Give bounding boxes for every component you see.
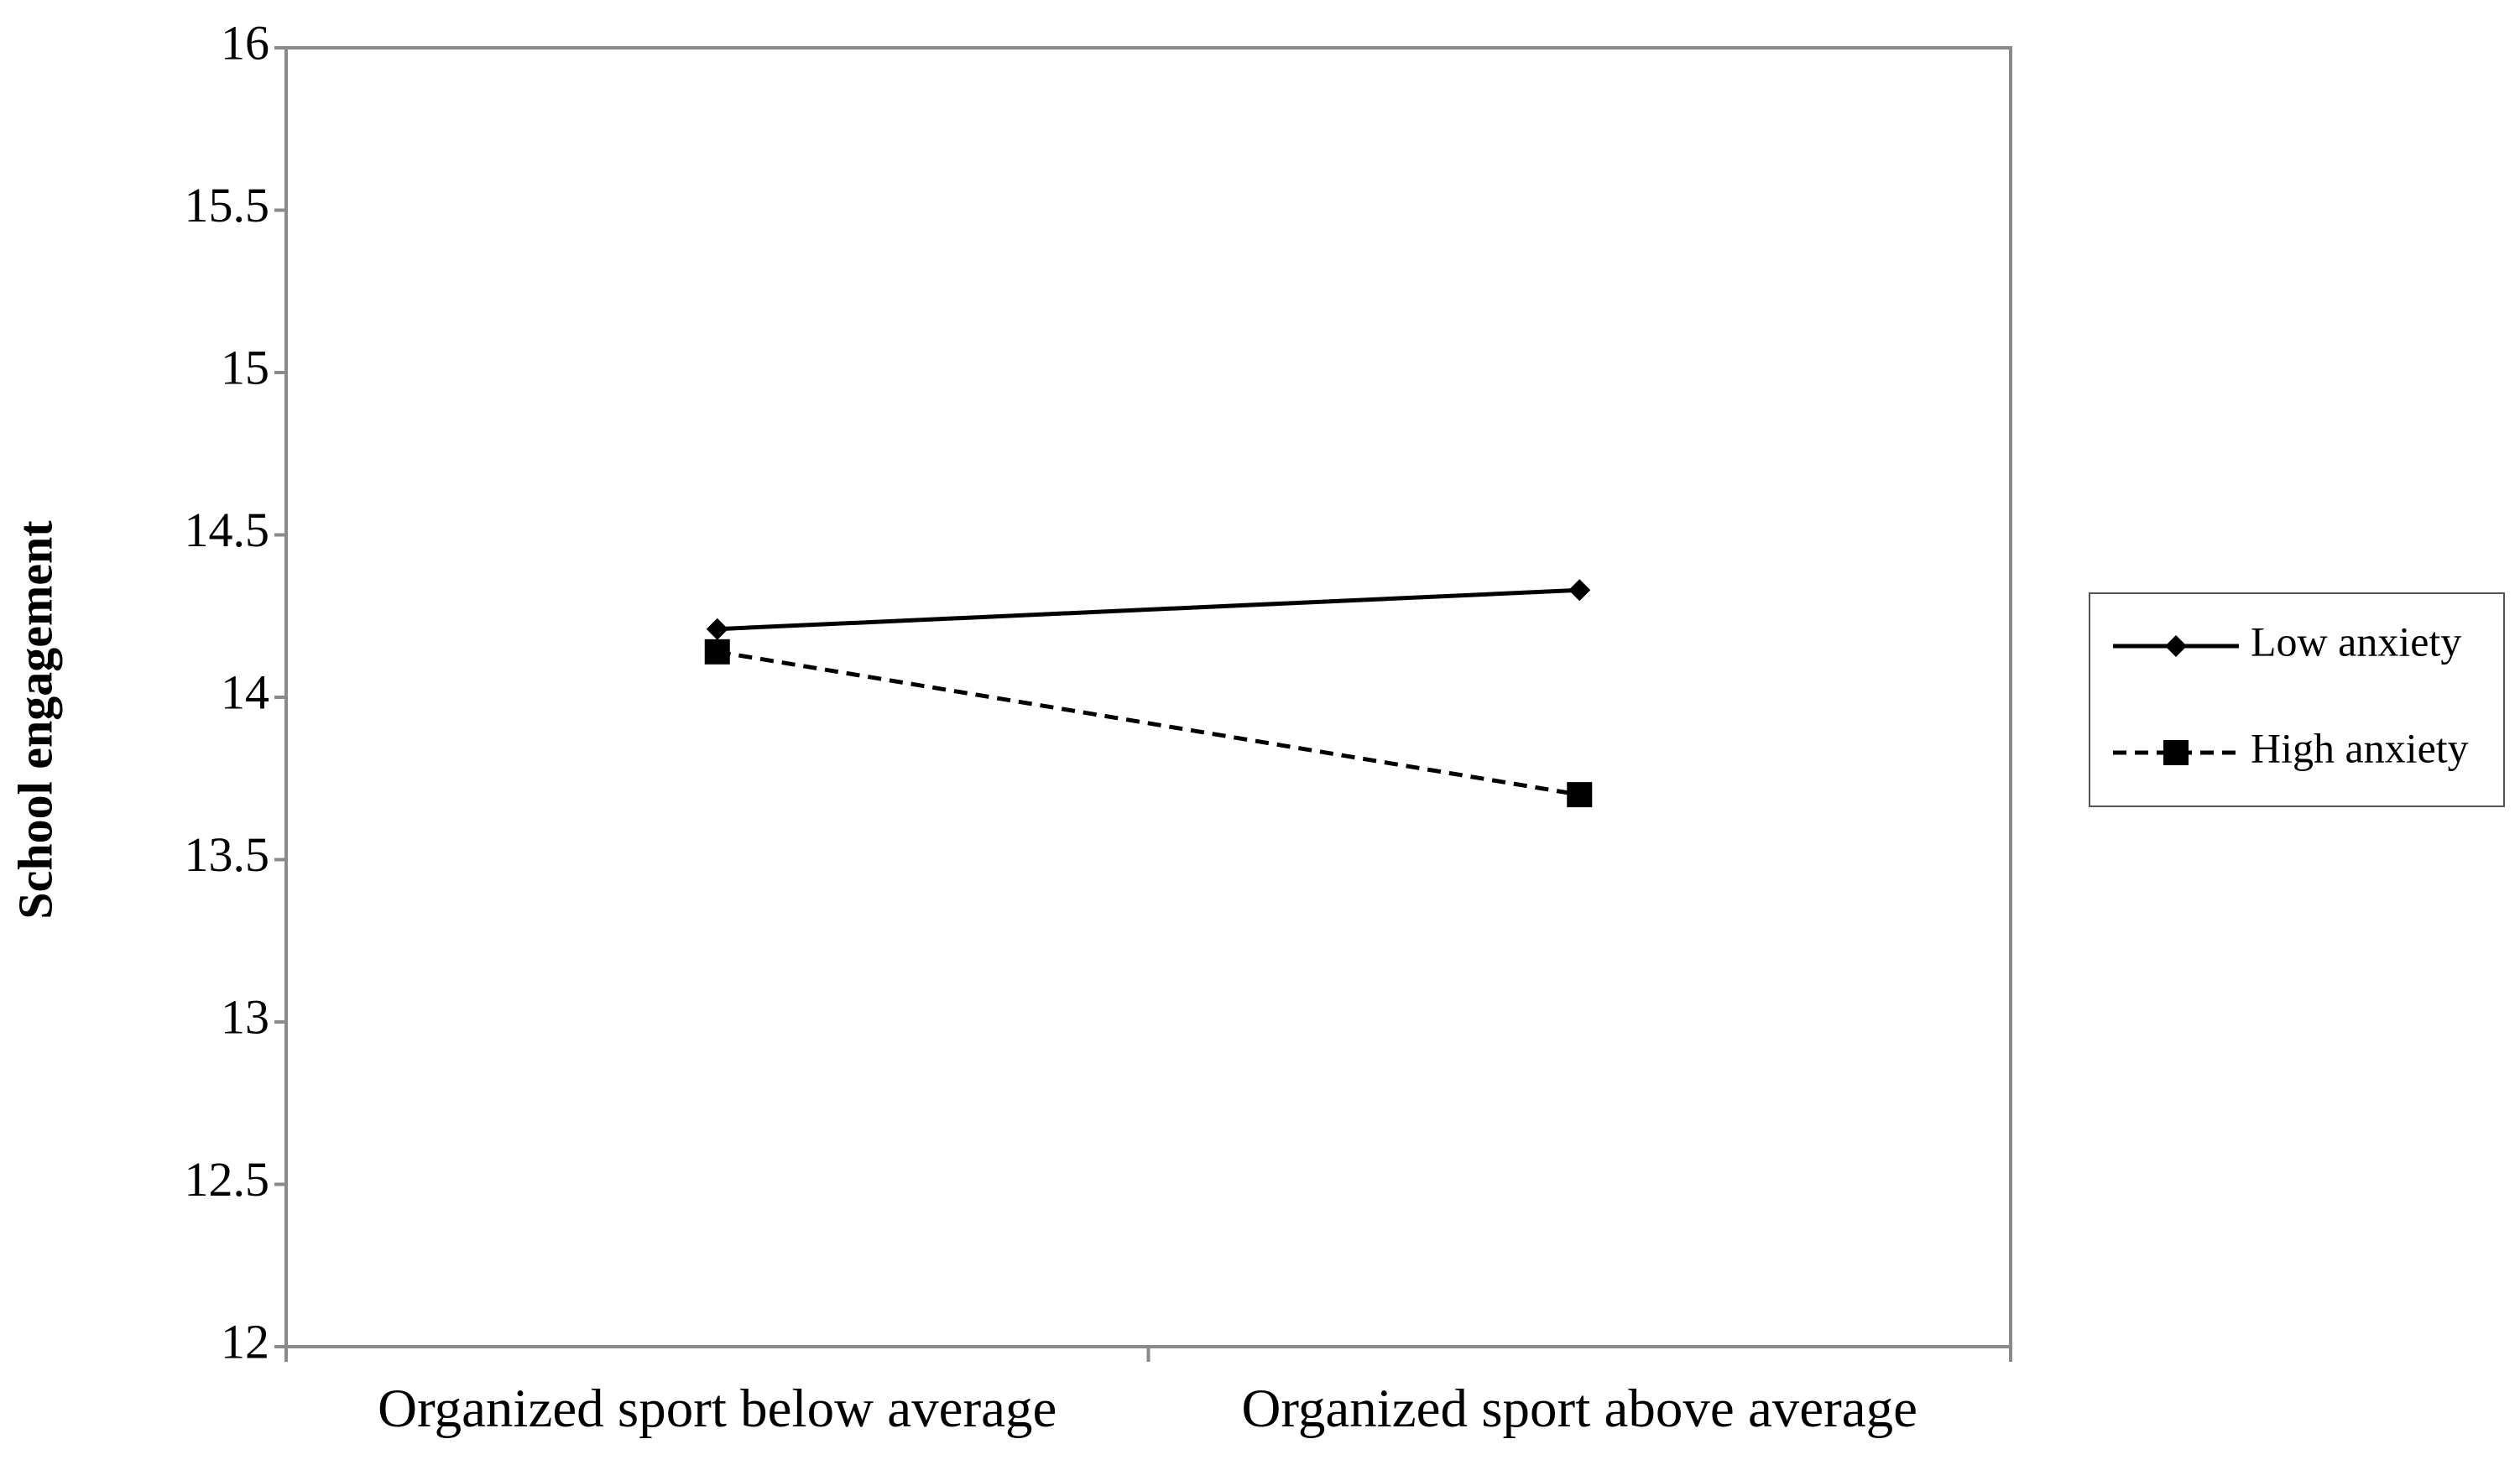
legend-marker [2163, 740, 2189, 765]
y-tick-label: 15 [221, 340, 269, 394]
point [1567, 782, 1593, 808]
y-tick-label: 15.5 [185, 178, 270, 232]
y-tick-label: 13.5 [185, 827, 270, 882]
series-line [717, 649, 1580, 797]
y-tick-label: 12.5 [185, 1152, 270, 1207]
y-tick-label: 13 [221, 989, 269, 1044]
y-tick-label: 12 [221, 1314, 269, 1369]
legend-label: Low anxiety [2251, 618, 2461, 665]
legend-marker [2165, 635, 2187, 657]
y-tick-label: 16 [221, 15, 269, 70]
legend-box [2089, 592, 2505, 807]
series-line [717, 587, 1580, 632]
y-tick-label: 14.5 [185, 503, 270, 557]
point [1568, 579, 1591, 602]
legend-label: High anxiety [2251, 724, 2469, 771]
x-tick-label: Organized sport above average [1241, 1379, 1917, 1439]
y-axis-label: School engagement [8, 520, 62, 920]
plot-frame [284, 46, 2012, 1348]
y-tick-label: 14 [221, 665, 269, 719]
x-tick-label: Organized sport below average [378, 1379, 1057, 1439]
point [706, 618, 728, 640]
point [704, 639, 730, 665]
